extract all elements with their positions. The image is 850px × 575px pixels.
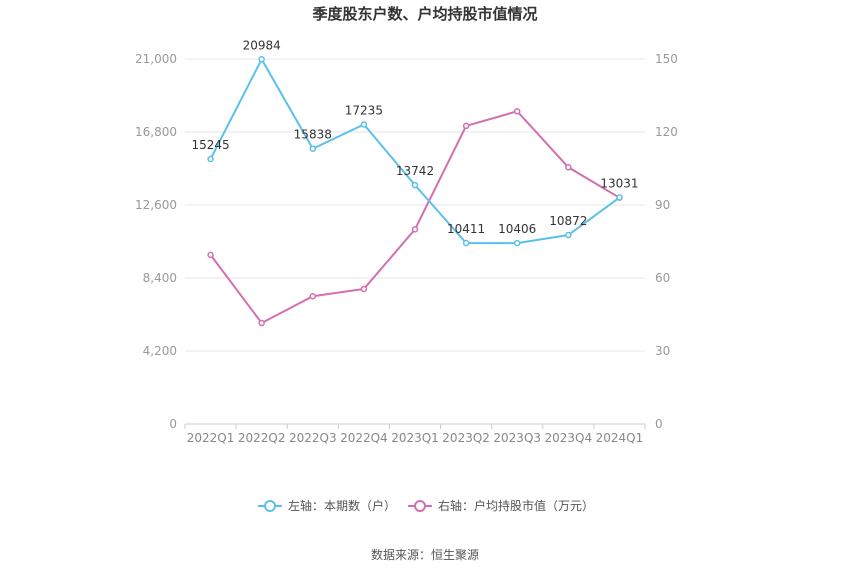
point-holders xyxy=(258,56,265,63)
left-axis: 0 4,200 8,400 12,600 16,800 21,000 xyxy=(135,52,177,431)
x-tick-label: 2023Q2 xyxy=(442,431,490,445)
point-holders xyxy=(616,194,623,201)
data-labels: 15245 20984 15838 17235 13742 10411 10406 10872… xyxy=(191,38,638,236)
chart-title: 季度股东户数、户均持股市值情况 xyxy=(312,5,537,23)
point-holders xyxy=(565,231,572,239)
right-tick-label: 30 xyxy=(655,344,670,358)
x-tick-label: 2024Q1 xyxy=(596,431,644,445)
right-tick-label: 90 xyxy=(655,198,670,212)
x-tick-label: 2022Q3 xyxy=(289,431,337,445)
right-tick-label: 60 xyxy=(655,271,670,285)
point-avg-value xyxy=(360,285,368,293)
point-avg-value xyxy=(513,108,521,115)
point-avg-value xyxy=(411,226,419,233)
right-tick-label: 0 xyxy=(655,417,663,431)
grid-lines xyxy=(185,58,645,352)
point-holders xyxy=(360,121,368,128)
x-tick-label: 2023Q3 xyxy=(493,431,541,445)
right-tick-label: 120 xyxy=(655,125,678,139)
legend-item-holders[interactable]: 左轴：本期数（户） xyxy=(258,498,396,513)
legend-label: 左轴：本期数（户） xyxy=(288,498,396,513)
legend-marker xyxy=(414,500,426,512)
right-tick-label: 150 xyxy=(655,52,678,66)
data-label: 10872 xyxy=(549,214,587,228)
point-avg-value xyxy=(309,293,317,300)
data-label: 13031 xyxy=(600,177,638,191)
point-avg-value xyxy=(462,122,470,130)
left-tick-label: 21,000 xyxy=(135,52,177,66)
left-tick-label: 0 xyxy=(169,417,177,431)
x-tick-label: 2023Q1 xyxy=(391,431,439,445)
left-tick-label: 8,400 xyxy=(143,271,177,285)
point-holders xyxy=(411,181,419,189)
data-label: 10406 xyxy=(498,222,536,236)
x-axis: 2022Q1 2022Q2 2022Q3 2022Q4 2023Q1 2023Q2 2023… xyxy=(184,423,646,445)
legend[interactable]: 左轴：本期数（户） 右轴：户均持股市值（万元） xyxy=(258,498,594,513)
data-label: 15245 xyxy=(191,138,229,152)
legend-marker xyxy=(264,500,276,512)
right-axis: 0 30 60 90 120 150 xyxy=(655,52,678,431)
x-tick-label: 2022Q1 xyxy=(187,431,235,445)
x-tick-label: 2022Q2 xyxy=(238,431,286,445)
data-label: 20984 xyxy=(243,38,281,52)
source-note: 数据来源：恒生聚源 xyxy=(371,547,479,562)
legend-item-avg-value[interactable]: 右轴：户均持股市值（万元） xyxy=(408,498,594,513)
series-group xyxy=(207,56,623,327)
legend-label: 右轴：户均持股市值（万元） xyxy=(438,498,594,513)
data-label: 10411 xyxy=(447,222,485,236)
point-avg-value xyxy=(565,164,572,171)
data-label: 13742 xyxy=(396,164,434,178)
data-label: 15838 xyxy=(294,128,332,142)
point-holders xyxy=(309,145,317,152)
point-avg-value xyxy=(207,251,214,259)
x-tick-label: 2022Q4 xyxy=(340,431,388,445)
left-tick-label: 4,200 xyxy=(143,344,177,358)
left-tick-label: 16,800 xyxy=(135,125,177,139)
point-holders xyxy=(207,155,214,163)
x-tick-label: 2023Q4 xyxy=(545,431,593,445)
left-tick-label: 12,600 xyxy=(135,198,177,212)
point-avg-value xyxy=(258,319,265,327)
data-label: 17235 xyxy=(345,103,383,117)
point-holders xyxy=(513,239,521,247)
point-holders xyxy=(462,239,470,247)
